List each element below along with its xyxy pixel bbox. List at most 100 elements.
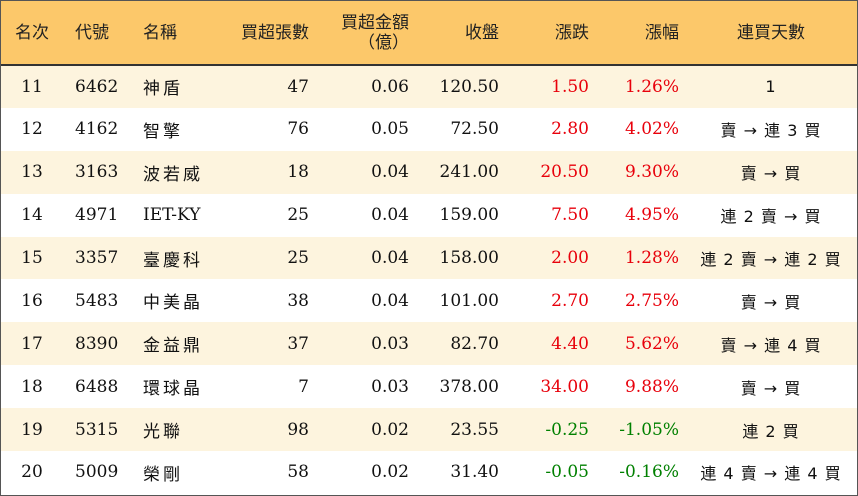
close-price-cell: 31.40	[450, 462, 499, 483]
rank-cell: 15	[21, 248, 43, 268]
close-price-cell: 101.00	[439, 290, 499, 311]
buy-streak-cell: 賣 → 買	[740, 378, 802, 398]
stock-name-cell[interactable]: 臺慶科	[143, 250, 203, 271]
stock-name-cell[interactable]: 中美晶	[143, 293, 203, 314]
stock-code-cell[interactable]: 3357	[75, 248, 119, 268]
net-buy-amount-cell: 0.04	[371, 290, 409, 311]
change-pct-cell: 4.95%	[624, 205, 679, 226]
table-row[interactable]: 17 8390 金益鼎 37 0.03 82.70 4.40 5.62% 賣 → 連 4 買	[1, 322, 857, 366]
net-buy-amount-cell: 0.06	[371, 76, 409, 97]
price-change-cell: 4.40	[551, 333, 589, 354]
price-change-cell: 20.50	[540, 162, 589, 183]
stock-code-cell[interactable]: 4971	[75, 205, 119, 226]
header-net-buy-lots[interactable]: 買超張數	[215, 1, 315, 66]
rank-cell: 19	[21, 419, 43, 440]
rank-cell: 17	[21, 333, 43, 354]
buy-streak-cell: 賣 → 買	[740, 164, 802, 184]
table-row[interactable]: 13 3163 波若威 18 0.04 241.00 20.50 9.30% 賣 → 買	[1, 150, 857, 194]
price-change-cell: 2.70	[551, 290, 589, 311]
table-row[interactable]: 12 4162 智擎 76 0.05 72.50 2.80 4.02% 賣 → 連 3 買	[1, 107, 857, 151]
rank-cell: 12	[21, 119, 43, 140]
header-close[interactable]: 收盤	[415, 1, 505, 66]
stock-code-cell[interactable]: 4162	[75, 119, 119, 140]
stock-name-cell[interactable]: 神盾	[143, 79, 183, 100]
stock-code-cell[interactable]: 5315	[75, 419, 119, 440]
stock-name-cell[interactable]: 環球晶	[143, 379, 203, 400]
price-change-cell: 2.80	[551, 119, 589, 140]
stock-code-cell[interactable]: 6462	[75, 76, 119, 97]
table-row[interactable]: 16 5483 中美晶 38 0.04 101.00 2.70 2.75% 賣 → 買	[1, 279, 857, 323]
net-buy-amount-cell: 0.03	[371, 333, 409, 354]
header-streak[interactable]: 連買天數	[685, 1, 857, 66]
stock-name-cell[interactable]: 波若威	[143, 164, 203, 185]
change-pct-cell: -0.16%	[619, 462, 679, 483]
change-pct-cell: 1.26%	[624, 76, 679, 97]
price-change-cell: 7.50	[551, 205, 589, 226]
header-name[interactable]: 名稱	[133, 1, 215, 66]
net-buy-lots-cell: 47	[287, 76, 309, 97]
net-buy-lots-cell: 37	[287, 333, 309, 354]
net-buy-amount-cell: 0.04	[371, 162, 409, 183]
net-buy-lots-cell: 25	[287, 248, 309, 268]
stock-name-cell[interactable]: 榮剛	[143, 464, 183, 485]
buy-streak-cell: 賣 → 連 4 買	[720, 335, 822, 355]
net-buy-lots-cell: 98	[287, 419, 309, 440]
change-pct-cell: 2.75%	[624, 290, 679, 311]
net-buy-lots-cell: 7	[298, 376, 309, 397]
table-row[interactable]: 14 4971 IET-KY 25 0.04 159.00 7.50 4.95% 連 2 賣 →…	[1, 193, 857, 237]
close-price-cell: 158.00	[439, 248, 499, 268]
stock-code-cell[interactable]: 6488	[75, 376, 119, 397]
price-change-cell: 2.00	[551, 248, 589, 268]
close-price-cell: 378.00	[439, 376, 499, 397]
buy-streak-cell: 連 2 賣 → 買	[720, 207, 822, 227]
change-pct-cell: 4.02%	[624, 119, 679, 140]
rank-cell: 13	[21, 162, 43, 183]
net-buy-lots-cell: 76	[287, 119, 309, 140]
rank-cell: 20	[21, 462, 43, 483]
net-buy-lots-cell: 58	[287, 462, 309, 483]
close-price-cell: 241.00	[439, 162, 499, 183]
stock-code-cell[interactable]: 5009	[75, 462, 119, 483]
buy-streak-cell: 賣 → 買	[740, 292, 802, 312]
header-net-buy-amount[interactable]: 買超金額 （億）	[315, 1, 415, 66]
net-buy-amount-cell: 0.05	[371, 119, 409, 140]
table-row[interactable]: 18 6488 環球晶 7 0.03 378.00 34.00 9.88% 賣 → 買	[1, 365, 857, 409]
net-buy-lots-cell: 18	[287, 162, 309, 183]
close-price-cell: 72.50	[450, 119, 499, 140]
header-change-pct[interactable]: 漲幅	[595, 1, 685, 66]
header-change[interactable]: 漲跌	[505, 1, 595, 66]
table-row[interactable]: 15 3357 臺慶科 25 0.04 158.00 2.00 1.28% 連 2 賣 → 連 …	[1, 236, 857, 280]
buy-streak-cell: 連 4 賣 → 連 4 買	[700, 464, 842, 484]
change-pct-cell: 5.62%	[624, 333, 679, 354]
net-buy-amount-cell: 0.04	[371, 205, 409, 226]
net-buy-lots-cell: 25	[287, 205, 309, 226]
rank-cell: 18	[21, 376, 43, 397]
header-rank[interactable]: 名次	[1, 1, 63, 66]
rank-cell: 16	[21, 290, 43, 311]
table-header-row: 名次 代號 名稱 買超張數 買超金額 （億） 收盤 漲跌 漲幅 連買天數	[1, 1, 857, 66]
header-code[interactable]: 代號	[63, 1, 133, 66]
stock-name-cell[interactable]: IET-KY	[143, 205, 201, 226]
rank-cell: 14	[21, 205, 43, 226]
price-change-cell: -0.25	[545, 419, 589, 440]
net-buy-amount-cell: 0.02	[371, 419, 409, 440]
price-change-cell: 34.00	[540, 376, 589, 397]
stock-name-cell[interactable]: 金益鼎	[143, 336, 203, 357]
close-price-cell: 159.00	[439, 205, 499, 226]
stock-code-cell[interactable]: 3163	[75, 162, 119, 183]
net-buy-lots-cell: 38	[287, 290, 309, 311]
close-price-cell: 120.50	[439, 76, 499, 97]
table-row[interactable]: 20 5009 榮剛 58 0.02 31.40 -0.05 -0.16% 連 4 賣 → 連 …	[1, 451, 857, 494]
net-buy-amount-cell: 0.03	[371, 376, 409, 397]
stock-code-cell[interactable]: 5483	[75, 290, 119, 311]
net-buy-amount-cell: 0.02	[371, 462, 409, 483]
close-price-cell: 82.70	[450, 333, 499, 354]
stock-name-cell[interactable]: 光聯	[143, 422, 183, 443]
change-pct-cell: 9.30%	[624, 162, 679, 183]
change-pct-cell: 9.88%	[624, 376, 679, 397]
table-row[interactable]: 11 6462 神盾 47 0.06 120.50 1.50 1.26% 1	[1, 65, 857, 108]
stock-name-cell[interactable]: 智擎	[143, 121, 183, 142]
table-row[interactable]: 19 5315 光聯 98 0.02 23.55 -0.25 -1.05% 連 2 買	[1, 408, 857, 452]
stock-code-cell[interactable]: 8390	[75, 333, 119, 354]
